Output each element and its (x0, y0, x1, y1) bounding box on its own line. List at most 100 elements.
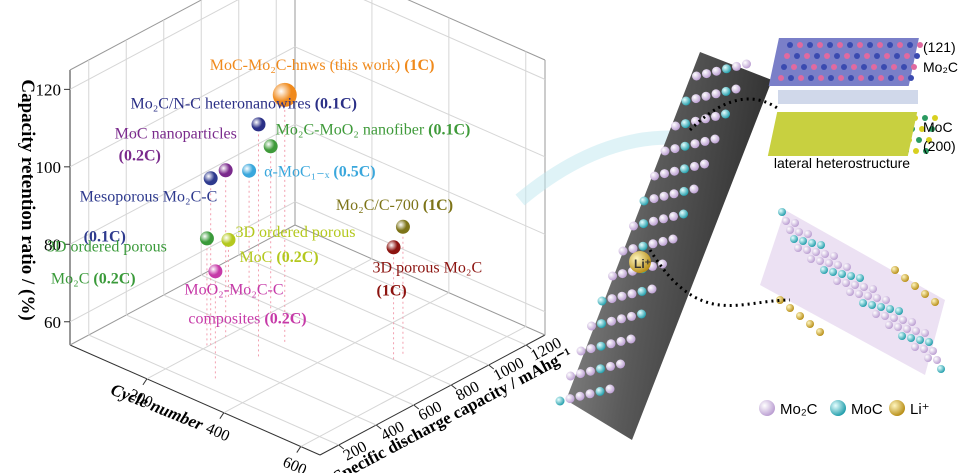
atom (671, 144, 680, 153)
illustration: Li⁺ (121) Mo₂C MoC (200) lateral heteros… (520, 38, 958, 440)
point (264, 139, 278, 153)
atom (797, 42, 803, 48)
atom (587, 344, 596, 353)
atom (901, 274, 909, 282)
label-name: Mo₂C/C-700 (336, 197, 419, 214)
atom (598, 297, 607, 306)
atom (888, 75, 894, 81)
point (396, 220, 410, 234)
atom (921, 290, 929, 298)
atom (833, 277, 841, 285)
atom (894, 53, 900, 59)
atom (869, 285, 877, 293)
atom (682, 97, 691, 106)
atom (827, 42, 833, 48)
atom (817, 241, 825, 249)
atom (907, 334, 915, 342)
atom (722, 64, 731, 73)
atom (881, 312, 889, 320)
atom (868, 75, 874, 81)
atom (700, 160, 709, 169)
y-axis-title: Specific discharge capacity / mAhg⁻¹ (330, 344, 575, 473)
atom (916, 336, 924, 344)
atom (924, 354, 932, 362)
atom (786, 304, 794, 312)
point (208, 264, 222, 278)
atom (887, 42, 893, 48)
atom (618, 292, 627, 301)
moc-slab (768, 112, 917, 156)
atom (847, 42, 853, 48)
atom (899, 316, 907, 324)
atom (837, 42, 843, 48)
atom (864, 53, 870, 59)
atom (798, 75, 804, 81)
atom (690, 185, 699, 194)
atom (841, 64, 847, 70)
atom (825, 259, 833, 267)
atom (788, 75, 794, 81)
label-rate: (0.2C) (264, 310, 306, 327)
atom (803, 246, 811, 254)
atom (885, 321, 893, 329)
atom (937, 365, 945, 373)
point-label: 3D ordered porous (235, 224, 355, 241)
atom (820, 266, 828, 274)
atom (916, 137, 922, 143)
atom (804, 53, 810, 59)
atom (894, 323, 902, 331)
atom (784, 53, 790, 59)
atom (637, 310, 646, 319)
point-label-rate: (1C) (377, 282, 407, 299)
atom (816, 328, 824, 336)
point-label: MoC (0.2C) (239, 249, 318, 266)
atom (829, 268, 837, 276)
label-name: α-MoC₁₋ₓ (264, 164, 330, 181)
point-label-rate: (0.2C) (119, 147, 161, 164)
label-name: composites (188, 310, 260, 327)
point-label: Mesoporous Mo₂C-C (80, 188, 218, 205)
atom (649, 217, 658, 226)
tick-mark (220, 413, 224, 419)
point-label: Mo₂C/N-C heteronanowires (0.1C) (131, 95, 357, 112)
atom (786, 226, 794, 234)
atom (831, 64, 837, 70)
atom (890, 314, 898, 322)
box-edge (295, 0, 545, 60)
legend-swatch (889, 400, 905, 416)
tick-mark (297, 447, 301, 453)
legend-label: Li⁺ (910, 401, 930, 418)
atom (778, 75, 784, 81)
label-name: 3D porous Mo₂C (373, 259, 483, 276)
atom (627, 335, 636, 344)
atom (617, 337, 626, 346)
atom (692, 72, 701, 81)
atom (648, 285, 657, 294)
atom (864, 292, 872, 300)
atom (871, 64, 877, 70)
atom (920, 345, 928, 353)
atom (824, 53, 830, 59)
atom (860, 283, 868, 291)
atom (702, 69, 711, 78)
atom (908, 318, 916, 326)
atom (925, 338, 933, 346)
atom (701, 114, 710, 123)
atom (778, 208, 786, 216)
atom (661, 147, 670, 156)
atom (801, 64, 807, 70)
label-name: MoO₂-Mo₂C-C (184, 281, 283, 298)
atom (933, 356, 941, 364)
atom (627, 312, 636, 321)
atom (787, 42, 793, 48)
li-label: Li⁺ (634, 257, 651, 271)
label-name: Mesoporous Mo₂C-C (80, 188, 218, 205)
atom (711, 112, 720, 121)
atom (851, 64, 857, 70)
atom (640, 197, 649, 206)
atom (596, 364, 605, 373)
atom (872, 310, 880, 318)
atom (911, 282, 919, 290)
atom (884, 53, 890, 59)
atom (566, 394, 575, 403)
